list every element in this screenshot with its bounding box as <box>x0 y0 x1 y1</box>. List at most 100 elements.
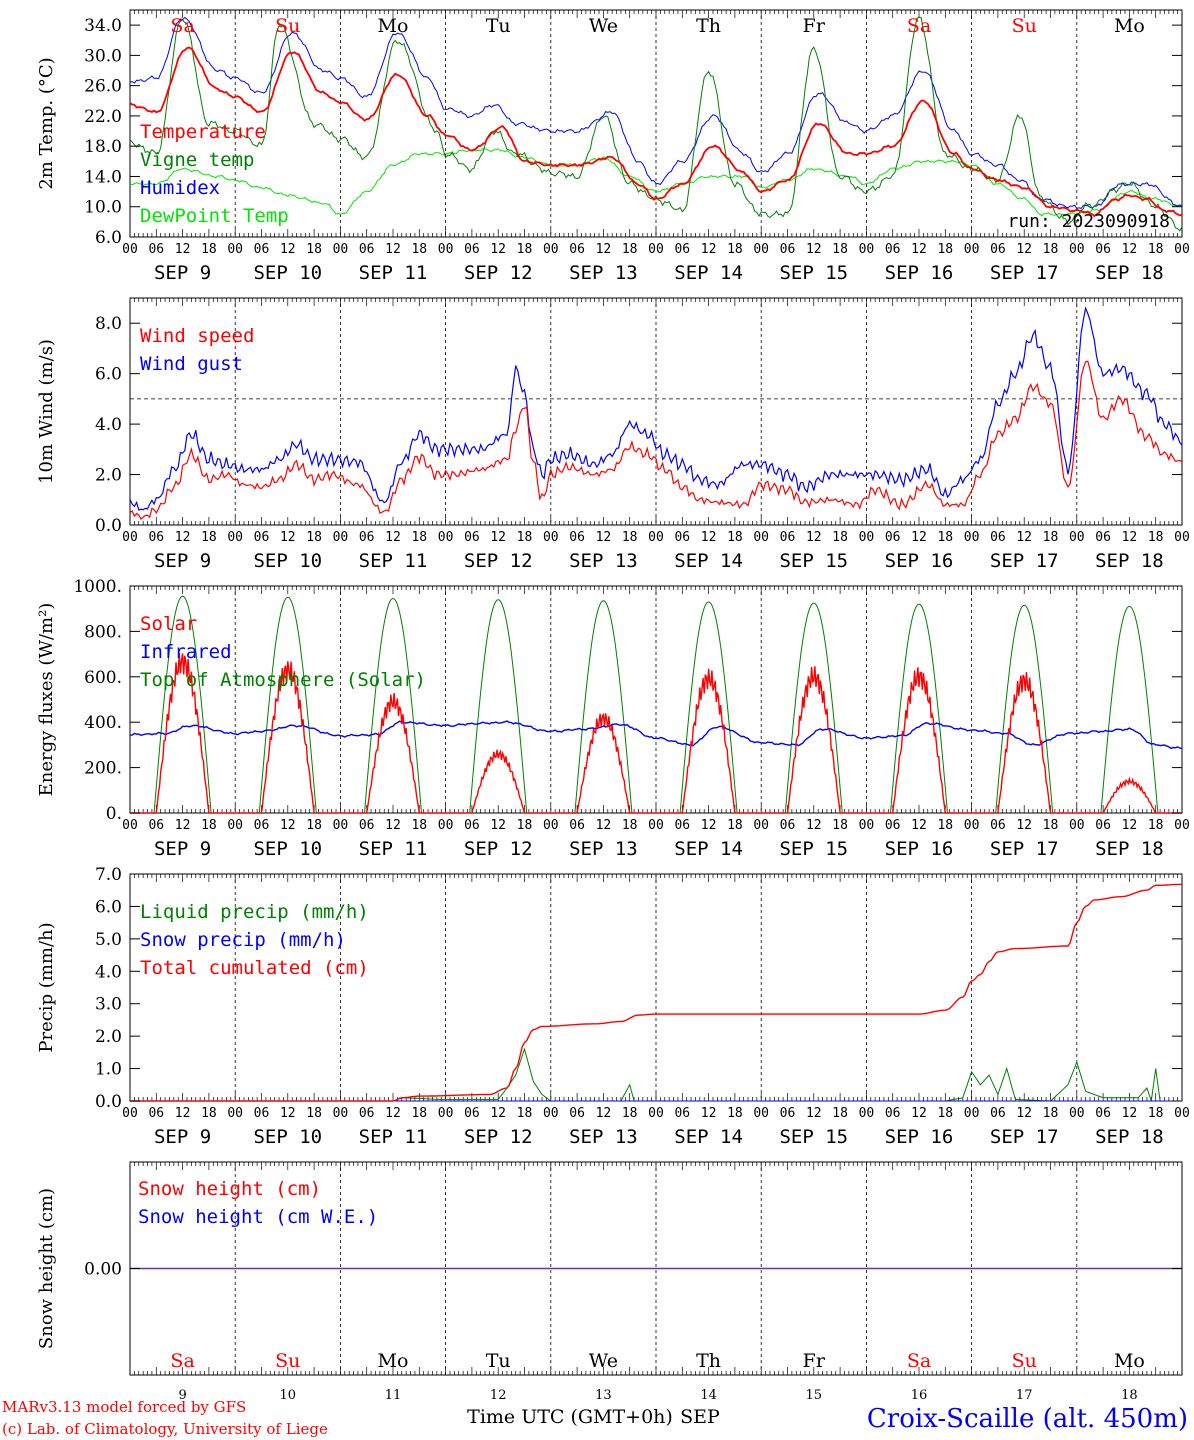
date-label: SEP 16 <box>885 550 954 572</box>
hour-tick-label: 00 <box>227 530 243 545</box>
hour-tick-label: 00 <box>859 818 875 833</box>
x-axis-month: SEP <box>680 1406 720 1428</box>
hour-tick-label: 12 <box>1122 242 1138 257</box>
hour-tick-label: 00 <box>964 1106 980 1121</box>
day-name: Mo <box>378 1350 409 1372</box>
date-label: SEP 9 <box>154 1126 211 1148</box>
hour-tick-label: 12 <box>701 530 717 545</box>
day-number: 18 <box>1121 1388 1138 1403</box>
date-label: SEP 16 <box>885 838 954 860</box>
date-label: SEP 14 <box>674 838 743 860</box>
day-name: Sa <box>907 15 931 37</box>
hour-tick-label: 06 <box>254 242 270 257</box>
day-name: Sa <box>907 1350 931 1372</box>
hour-tick-label: 18 <box>1043 242 1059 257</box>
date-label: SEP 11 <box>359 262 428 284</box>
hour-tick-label: 06 <box>359 1106 375 1121</box>
y-tick-label: 26.0 <box>84 77 122 97</box>
hour-tick-label: 06 <box>254 1106 270 1121</box>
hour-tick-label: 18 <box>306 242 322 257</box>
hour-tick-label: 00 <box>543 818 559 833</box>
hour-tick-label: 18 <box>937 1106 953 1121</box>
credit-line-2: (c) Lab. of Climatology, University of L… <box>2 1420 328 1438</box>
panel-4: 0.0 1.0 2.0 3.0 4.0 5.0 6.0 7.0 Precip (mm/h) Liq… <box>36 865 1190 1148</box>
y-tick-label: 8.0 <box>95 314 122 334</box>
hour-tick-label: 06 <box>990 818 1006 833</box>
hour-tick-label: 06 <box>885 530 901 545</box>
day-number: 11 <box>385 1388 402 1403</box>
y-tick-label: 18.0 <box>84 137 122 157</box>
hour-tick-label: 00 <box>1069 242 1085 257</box>
hour-tick-label: 12 <box>911 530 927 545</box>
hour-tick-label: 18 <box>411 1106 427 1121</box>
date-label: SEP 9 <box>154 838 211 860</box>
hour-tick-label: 00 <box>227 818 243 833</box>
credit-line-1: MARv3.13 model forced by GFS <box>2 1398 246 1416</box>
legend-entry: Total cumulated (cm) <box>140 957 369 979</box>
hour-tick-label: 12 <box>385 530 401 545</box>
hour-tick-label: 18 <box>937 242 953 257</box>
day-name: We <box>589 1350 618 1372</box>
hour-tick-label: 00 <box>859 242 875 257</box>
hour-tick-label: 06 <box>148 818 164 833</box>
hour-tick-label: 06 <box>254 530 270 545</box>
date-label: SEP 10 <box>253 262 322 284</box>
hour-tick-label: 12 <box>385 818 401 833</box>
hour-tick-label: 12 <box>490 242 506 257</box>
hour-tick-label: 06 <box>885 1106 901 1121</box>
hour-tick-label: 12 <box>701 242 717 257</box>
hour-tick-label: 12 <box>1016 530 1032 545</box>
day-name: Su <box>1012 1350 1037 1372</box>
hour-tick-label: 12 <box>806 530 822 545</box>
hour-tick-label: 00 <box>859 530 875 545</box>
day-name: Fr <box>803 1350 826 1372</box>
day-name: Th <box>696 1350 721 1372</box>
hour-tick-label: 06 <box>674 1106 690 1121</box>
y-tick-label: 400. <box>84 713 122 733</box>
hour-tick-label: 06 <box>569 1106 585 1121</box>
hour-tick-label: 12 <box>701 1106 717 1121</box>
hour-tick-label: 06 <box>464 818 480 833</box>
y-axis-label: Snow height (cm) <box>36 1188 57 1349</box>
y-tick-label: 1000. <box>73 577 122 597</box>
date-label: SEP 16 <box>885 1126 954 1148</box>
hour-tick-label: 00 <box>648 818 664 833</box>
series-line-total <box>130 883 1182 1102</box>
x-axis-label: Time UTC (GMT+0h) <box>467 1406 673 1428</box>
y-tick-label: 0. <box>106 804 122 824</box>
day-name: Tu <box>486 15 511 37</box>
y-axis-label: Energy fluxes (W/m²) <box>36 603 57 797</box>
hour-tick-label: 06 <box>569 242 585 257</box>
date-label: SEP 18 <box>1095 1126 1164 1148</box>
hour-tick-label: 18 <box>622 818 638 833</box>
y-tick-label: 4.0 <box>95 415 122 435</box>
hour-tick-label: 18 <box>201 530 217 545</box>
hour-tick-label: 00 <box>333 242 349 257</box>
hour-tick-label: 12 <box>806 1106 822 1121</box>
hour-tick-label: 00 <box>753 530 769 545</box>
date-label: SEP 13 <box>569 550 638 572</box>
day-number: 15 <box>806 1388 823 1403</box>
y-tick-label: 0.0 <box>95 1092 122 1112</box>
hour-tick-label: 12 <box>911 242 927 257</box>
hour-tick-label: 12 <box>175 818 191 833</box>
hour-tick-label: 12 <box>596 818 612 833</box>
hour-tick-label: 00 <box>543 242 559 257</box>
y-axis-label: 10m Wind (m/s) <box>36 339 57 484</box>
hour-tick-label: 18 <box>517 530 533 545</box>
hour-tick-label: 18 <box>937 818 953 833</box>
y-tick-label: 0.00 <box>84 1260 122 1280</box>
date-label: SEP 17 <box>990 262 1059 284</box>
footer: MARv3.13 model forced by GFS (c) Lab. of … <box>2 1398 1188 1438</box>
date-label: SEP 17 <box>990 1126 1059 1148</box>
hour-tick-label: 18 <box>727 1106 743 1121</box>
hour-tick-label: 18 <box>306 530 322 545</box>
hour-tick-label: 06 <box>464 242 480 257</box>
hour-tick-label: 12 <box>280 1106 296 1121</box>
hour-tick-label: 06 <box>569 818 585 833</box>
hour-tick-label: 00 <box>333 818 349 833</box>
y-tick-label: 0.0 <box>95 516 122 536</box>
hour-tick-label: 06 <box>148 530 164 545</box>
hour-tick-label: 00 <box>1069 530 1085 545</box>
day-number: 17 <box>1016 1388 1033 1403</box>
